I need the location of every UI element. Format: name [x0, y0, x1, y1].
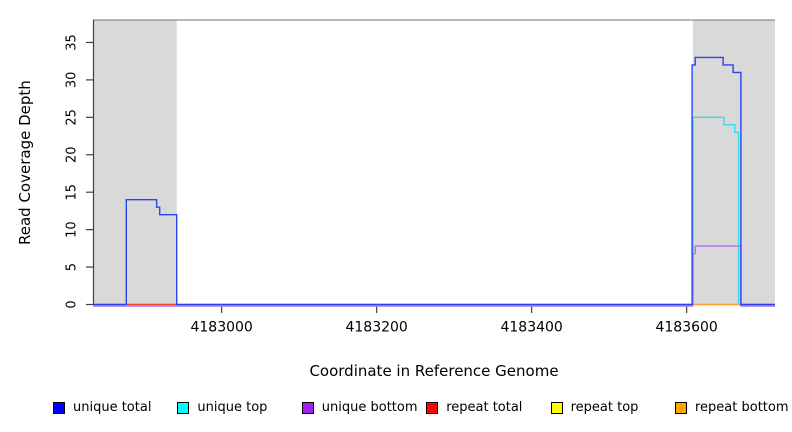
y-tick-label: 25	[65, 109, 80, 126]
legend-label: unique top	[197, 400, 268, 415]
y-tick-label: 20	[65, 146, 80, 163]
legend-item-unique-top: unique top	[177, 400, 267, 416]
y-tick-label: 15	[65, 184, 80, 201]
legend-item-unique-bottom: unique bottom	[301, 400, 418, 416]
y-tick-label: 10	[65, 221, 80, 238]
legend-item-repeat-bottom: repeat bottom	[675, 400, 789, 416]
y-axis-title: Read Coverage Depth	[16, 80, 34, 245]
legend-item-repeat-top: repeat top	[550, 400, 639, 416]
legend-swatch-icon	[426, 402, 439, 414]
series-line-unique-total	[93, 56, 775, 306]
series-line-unique-top	[93, 116, 775, 306]
legend-swatch-icon	[550, 402, 563, 414]
legend-swatch-icon	[177, 402, 190, 414]
legend-label: repeat bottom	[695, 400, 789, 415]
legend-label: unique total	[73, 400, 152, 415]
x-tick-label: 4183600	[655, 320, 717, 336]
series-line-unique-bottom	[93, 245, 775, 307]
x-axis-title: Coordinate in Reference Genome	[309, 362, 559, 380]
legend-swatch-icon	[301, 402, 314, 414]
x-tick-label: 4183000	[190, 320, 252, 336]
y-tick-label: 0	[65, 300, 80, 308]
y-tick-label: 30	[65, 72, 80, 89]
legend-item-unique-total: unique total	[53, 400, 151, 416]
x-tick-label: 4183400	[500, 320, 562, 336]
y-tick-label: 35	[65, 34, 80, 51]
legend-label: repeat top	[570, 400, 639, 415]
legend-label: repeat total	[446, 400, 523, 415]
legend-item-repeat-total: repeat total	[426, 400, 522, 416]
legend-swatch-icon	[53, 402, 65, 414]
masked-region-band	[93, 20, 177, 305]
coverage-plot: 0 5 10 15 20 25 30 35 4183000 4183200 4183400 41836…	[65, 19, 775, 336]
x-tick-label: 4183200	[345, 320, 407, 336]
legend: unique total unique top unique bottom repea…	[0, 400, 792, 420]
y-tick-label: 5	[65, 263, 80, 271]
masked-region-band	[692, 20, 775, 305]
legend-label: unique bottom	[321, 400, 418, 415]
legend-swatch-icon	[675, 402, 687, 414]
